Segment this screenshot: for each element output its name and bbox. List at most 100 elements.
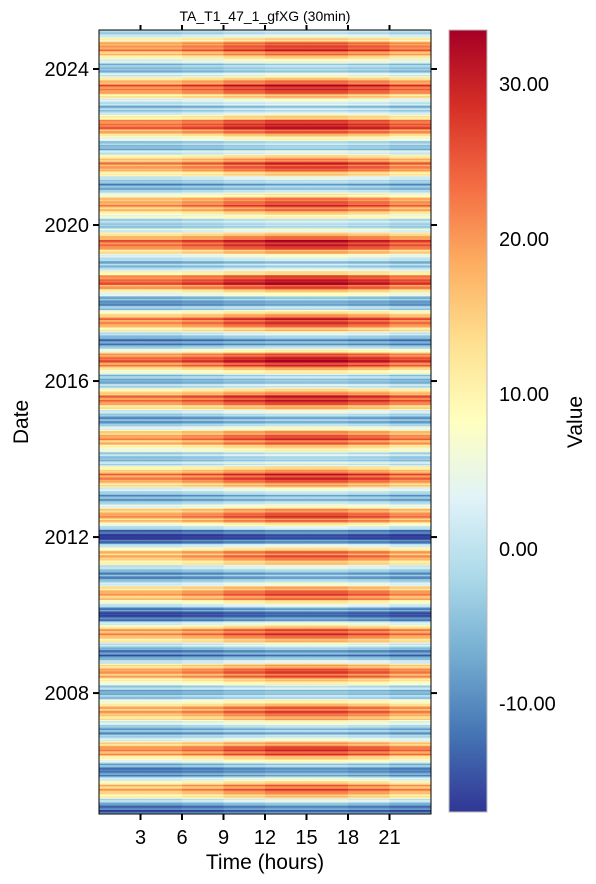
heatmap-cell — [306, 167, 349, 170]
heatmap-cell — [306, 348, 349, 351]
heatmap-cell — [265, 207, 308, 210]
heatmap-cell — [99, 555, 142, 557]
heatmap-cell — [223, 450, 266, 452]
heatmap-cell — [306, 460, 349, 462]
heatmap-cell — [348, 780, 391, 782]
heatmap-cell — [223, 201, 266, 203]
heatmap-cell — [306, 420, 349, 422]
heatmap-cell — [348, 698, 391, 701]
heatmap-cell — [99, 298, 142, 301]
heatmap-cell — [348, 438, 391, 441]
heatmap-cell — [223, 676, 266, 678]
heatmap-cell — [306, 357, 349, 360]
heatmap-cell — [348, 36, 391, 38]
heatmap-cell — [306, 673, 349, 676]
heatmap-cell — [140, 542, 183, 545]
heatmap-cell — [223, 298, 266, 301]
heatmap-cell — [223, 728, 266, 731]
heatmap-cell — [389, 748, 431, 751]
heatmap-cell — [306, 688, 349, 691]
heatmap-cell — [306, 290, 349, 292]
heatmap-cell — [99, 467, 142, 470]
heatmap-cell — [182, 430, 225, 432]
heatmap-cell — [306, 176, 349, 178]
heatmap-cell — [182, 300, 225, 302]
heatmap-cell — [99, 690, 142, 692]
heatmap-cell — [99, 333, 142, 336]
heatmap-cell — [265, 101, 308, 103]
heatmap-cell — [348, 477, 391, 480]
heatmap-cell — [265, 63, 308, 66]
heatmap-cell — [182, 128, 225, 131]
heatmap-cell — [348, 765, 391, 767]
heatmap-cell — [140, 428, 183, 431]
heatmap-cell — [389, 743, 431, 746]
heatmap-cell — [99, 232, 142, 235]
heatmap-cell — [389, 567, 431, 570]
heatmap-cell — [265, 171, 308, 173]
heatmap-cell — [306, 578, 349, 581]
heatmap-cell — [182, 121, 225, 123]
heatmap-cell — [306, 422, 349, 425]
heatmap-cell — [140, 441, 183, 443]
heatmap-cell — [140, 763, 183, 766]
heatmap-cell — [389, 626, 431, 628]
heatmap-cell — [182, 43, 225, 46]
heatmap-cell — [265, 581, 308, 583]
heatmap-cell — [99, 426, 142, 428]
heatmap-cell — [348, 602, 391, 605]
heatmap-cell — [223, 408, 266, 411]
heatmap-cell — [389, 590, 431, 592]
heatmap-cell — [140, 326, 183, 328]
heatmap-cell — [99, 796, 142, 798]
heatmap-cell — [348, 308, 391, 311]
heatmap-cell — [348, 538, 391, 541]
heatmap-cell — [182, 46, 225, 48]
heatmap-cell — [223, 396, 266, 398]
heatmap-cell — [223, 542, 266, 545]
heatmap-cell — [140, 156, 183, 158]
heatmap-cell — [182, 528, 225, 531]
heatmap-cell — [348, 325, 391, 327]
heatmap-cell — [348, 771, 391, 773]
heatmap-cell — [99, 417, 142, 420]
heatmap-cell — [182, 366, 225, 368]
heatmap-cell — [306, 481, 349, 483]
heatmap-cell — [140, 202, 183, 205]
heatmap-cell — [306, 220, 349, 222]
heatmap-cell — [182, 161, 225, 163]
heatmap-cell — [389, 311, 431, 313]
heatmap-cell — [348, 611, 391, 613]
heatmap-cell — [140, 207, 183, 210]
heatmap-cell — [182, 741, 225, 743]
heatmap-cell — [223, 788, 266, 791]
heatmap-cell — [265, 806, 308, 808]
heatmap-cell — [348, 426, 391, 428]
heatmap-cell — [348, 620, 391, 622]
heatmap-cell — [265, 441, 308, 443]
heatmap-cell — [140, 42, 183, 45]
heatmap-cell — [306, 496, 349, 498]
heatmap-cell — [265, 282, 308, 285]
heatmap-cell — [182, 331, 225, 333]
heatmap-cell — [99, 197, 142, 200]
heatmap-cell — [223, 116, 266, 118]
heatmap-cell — [99, 641, 142, 643]
heatmap-cell — [389, 752, 431, 755]
heatmap-cell — [265, 402, 308, 405]
heatmap-cell — [223, 458, 266, 461]
heatmap-cell — [265, 696, 308, 698]
heatmap-cell — [182, 670, 225, 672]
heatmap-cell — [348, 425, 391, 427]
heatmap-cell — [348, 503, 391, 506]
heatmap-cell — [306, 275, 349, 277]
heatmap-cell — [306, 106, 349, 108]
heatmap-cell — [306, 772, 349, 775]
heatmap-cell — [265, 727, 308, 730]
heatmap-cell — [99, 557, 142, 560]
heatmap-cell — [265, 607, 308, 610]
heatmap-cell — [348, 230, 391, 232]
heatmap-cell — [348, 713, 391, 716]
heatmap-cell — [182, 110, 225, 112]
heatmap-cell — [182, 160, 225, 162]
